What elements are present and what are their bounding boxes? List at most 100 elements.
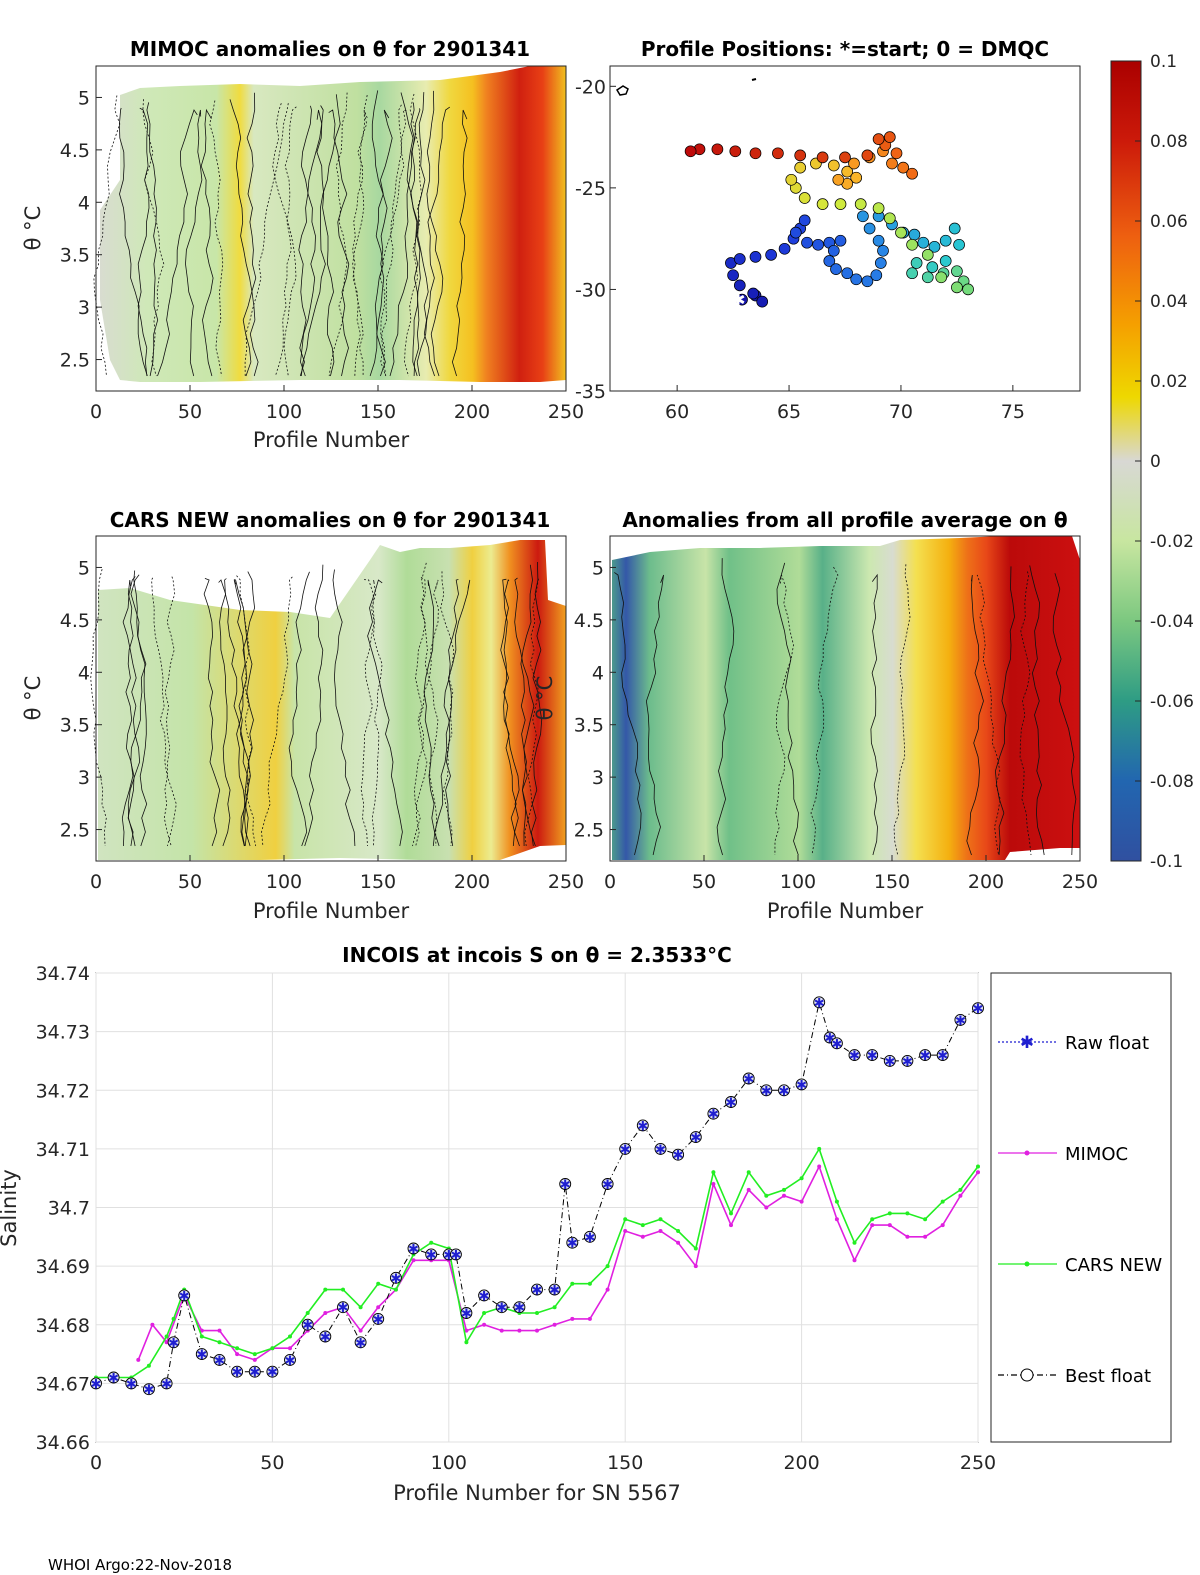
y-tick-label: 34.72 — [36, 1080, 90, 1102]
average-contours — [614, 558, 1077, 856]
raw-float-point: ✱ — [902, 1055, 913, 1070]
track-point — [872, 202, 885, 215]
best-float-point — [107, 1371, 120, 1384]
series-point — [923, 1234, 928, 1239]
series-point — [852, 1240, 857, 1245]
x-tick-label: 150 — [360, 401, 396, 423]
best-float-point — [919, 1049, 932, 1062]
track-point — [928, 240, 941, 253]
cars-yticks: 5 4.5 4 3.5 3 2.5 — [60, 557, 102, 842]
x-tick-label: 250 — [548, 401, 584, 423]
raw-float-point: ✱ — [161, 1377, 172, 1392]
best-float-point — [636, 1119, 649, 1132]
colorbar-tick-label: 0 — [1150, 452, 1161, 472]
contour-line — [352, 95, 368, 377]
contour-line — [976, 574, 1001, 856]
coastline — [615, 85, 629, 96]
series-point — [711, 1182, 716, 1186]
legend-label: Best float — [1065, 1366, 1151, 1387]
contour-line — [242, 92, 257, 377]
x-tick-label: 100 — [431, 1452, 467, 1474]
best-float-point — [742, 1072, 755, 1085]
track-point — [906, 238, 918, 251]
raw-float-point: ✱ — [673, 1149, 684, 1164]
raw-float-point: ✱ — [637, 1119, 648, 1134]
track-point — [841, 267, 854, 280]
mimoc-xticks: 0 50 100 150 200 250 — [90, 385, 584, 423]
positions-panel: Profile Positions: *=start; 0 = DMQC ✱ 6… — [575, 37, 1081, 423]
series-point — [217, 1328, 222, 1333]
raw-float-point: ✱ — [126, 1377, 137, 1392]
positions-yticks: -20 -25 -30 -35 — [575, 76, 616, 403]
y-tick-label: 34.69 — [36, 1256, 90, 1278]
series-point — [517, 1328, 522, 1333]
y-tick-label: -25 — [575, 178, 606, 200]
salinity-series: ✱ ✱ ✱ ✱ ✱✱✱✱ ✱✱ ✱ ✱✱✱✱✱✱✱✱✱ ✱ ✱✱✱✱✱ ✱✱ ✱✱✱ ✱✱✱✱✱ ✱✱✱✱… — [90, 996, 984, 1398]
track-point — [895, 226, 907, 239]
series-point — [587, 1281, 592, 1286]
best-float-point — [319, 1330, 332, 1343]
contour-line — [236, 575, 257, 847]
best-float-point — [354, 1336, 367, 1349]
track-point — [747, 287, 760, 300]
mimoc-contours — [93, 90, 468, 377]
x-tick-label: 100 — [266, 401, 302, 423]
x-tick-label: 75 — [1001, 401, 1025, 423]
track-point — [684, 145, 697, 158]
series-point — [958, 1193, 963, 1198]
raw-float-point: ✱ — [955, 1014, 966, 1029]
raw-float-point: ✱ — [602, 1178, 613, 1193]
raw-float-point: ✱ — [743, 1073, 754, 1088]
raw-float-point: ✱ — [390, 1272, 401, 1287]
y-tick-label: 34.67 — [36, 1373, 90, 1395]
raw-float-point: ✱ — [973, 1002, 984, 1017]
best-float-point — [266, 1365, 279, 1378]
raw-float-point: ✱ — [479, 1289, 490, 1304]
contour-line — [244, 103, 289, 377]
track-point — [939, 255, 952, 267]
contour-line — [127, 570, 147, 847]
contour-line — [774, 574, 794, 856]
track-point — [812, 238, 824, 251]
best-float-point — [725, 1096, 737, 1108]
y-tick-label: 5 — [78, 87, 90, 109]
series-line-cars-new — [96, 1147, 979, 1379]
series-point — [376, 1305, 381, 1310]
series-point — [235, 1346, 240, 1351]
contour-line — [328, 109, 350, 377]
series-point — [552, 1305, 557, 1310]
series-point — [834, 1199, 839, 1204]
best-float-point — [813, 996, 826, 1009]
series-point — [164, 1340, 169, 1345]
track-point — [861, 275, 874, 288]
legend-marker — [1024, 1150, 1030, 1156]
best-float-point — [830, 1037, 843, 1050]
raw-float-point: ✱ — [726, 1096, 737, 1111]
best-float-point — [407, 1242, 420, 1255]
series-point — [535, 1328, 539, 1333]
series-point — [288, 1346, 292, 1351]
y-tick-label: 2.5 — [574, 820, 604, 842]
contour-line — [151, 577, 177, 847]
y-tick-label: 3 — [592, 767, 604, 789]
best-float-point — [848, 1049, 861, 1062]
contour-line — [118, 107, 148, 377]
track-point — [848, 157, 860, 170]
y-tick-label: 4 — [78, 192, 90, 214]
best-float-point — [936, 1049, 949, 1062]
y-tick-label: 4.5 — [574, 610, 604, 632]
track-point — [727, 269, 739, 282]
contour-line — [229, 99, 259, 377]
best-float-point — [372, 1312, 385, 1325]
series-point — [711, 1170, 716, 1175]
track-point — [921, 271, 934, 284]
average-yticks: 5 4.5 4 3.5 3 2.5 — [574, 557, 616, 842]
series-point — [305, 1311, 310, 1315]
track-point — [870, 269, 883, 282]
x-tick-label: 100 — [266, 871, 302, 893]
best-float-point — [566, 1236, 579, 1249]
series-point — [323, 1287, 328, 1292]
contour-line — [218, 579, 231, 847]
contour-line — [300, 105, 316, 377]
series-point — [270, 1346, 275, 1351]
